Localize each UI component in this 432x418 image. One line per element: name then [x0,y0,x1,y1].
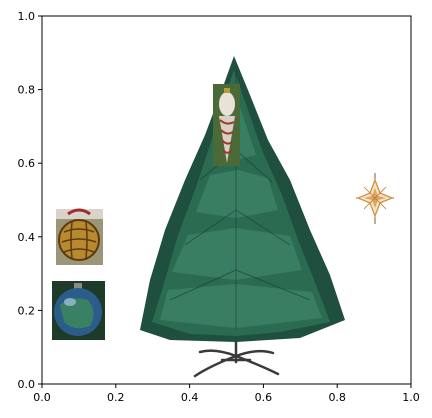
y-tick-label: 0.8 [18,84,36,97]
y-tick-label: 1.0 [18,10,36,23]
glass-ornament-image [213,84,240,166]
y-tick-label: 0.6 [18,157,36,170]
gold-ornament-image [56,208,103,265]
x-tick-label: 1.0 [402,391,420,404]
x-tick-label: 0.0 [33,391,51,404]
x-tick-label: 0.2 [107,391,125,404]
star-ornament-image [356,173,394,224]
y-tick-label: 0.4 [18,231,36,244]
x-tick-label: 0.8 [328,391,346,404]
y-tick-label: 0.2 [18,304,36,317]
y-axis: 0.0 0.2 0.4 0.6 0.8 1.0 [18,10,42,391]
x-tick-label: 0.6 [255,391,273,404]
x-tick-label: 0.4 [181,391,199,404]
y-tick-label: 0.0 [18,378,36,391]
blue-ornament-image [52,281,105,340]
x-axis: 0.0 0.2 0.4 0.6 0.8 1.0 [33,384,420,404]
